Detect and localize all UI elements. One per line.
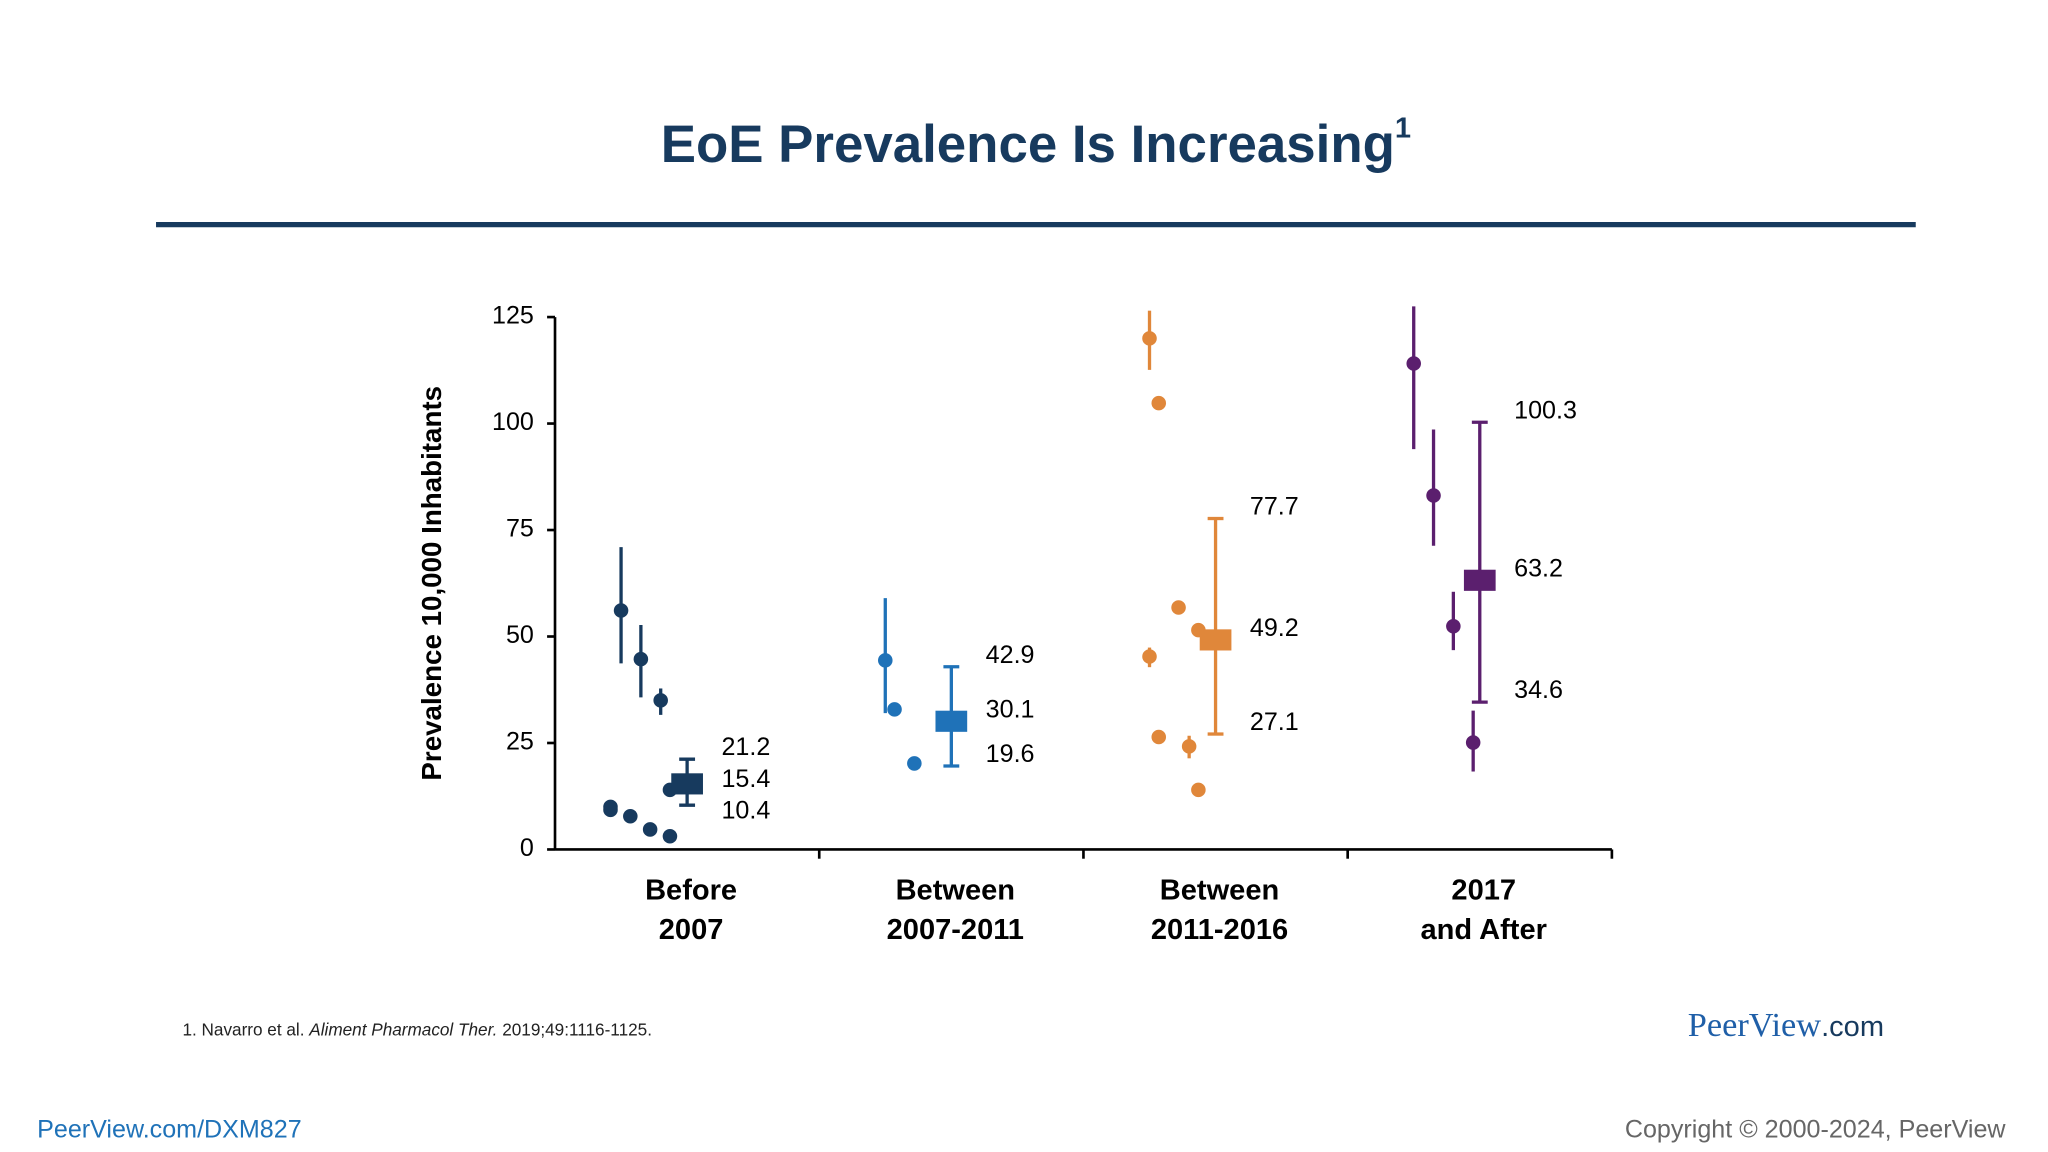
footnote-text: 1. Navarro et al. bbox=[182, 1019, 309, 1039]
chart: Prevalence 10,000 Inhabitants 0 25 50 75 100 1… bbox=[416, 302, 1614, 946]
study-point bbox=[878, 653, 893, 668]
x-tick-label: 2007-2011 bbox=[887, 914, 1024, 946]
data-label: 10.4 bbox=[721, 797, 770, 825]
data-label: 63.2 bbox=[1514, 554, 1563, 582]
data-label: 30.1 bbox=[986, 695, 1035, 723]
data-label: 27.1 bbox=[1250, 708, 1299, 736]
study-point bbox=[1171, 600, 1186, 615]
y-axis-label: Prevalence 10,000 Inhabitants bbox=[416, 386, 447, 781]
data-label: 100.3 bbox=[1514, 396, 1577, 424]
study-point bbox=[907, 756, 922, 771]
copyright: Copyright © 2000-2024, PeerView bbox=[1625, 1115, 2007, 1143]
y-tick-label: 0 bbox=[520, 834, 534, 862]
study-point bbox=[887, 702, 902, 717]
title-ref: 1 bbox=[1395, 112, 1411, 144]
footer-link[interactable]: PeerView.com/DXM827 bbox=[37, 1115, 302, 1143]
footnote-text: 2019;49:1116-1125. bbox=[497, 1019, 652, 1039]
x-tick-label: Between bbox=[1160, 874, 1279, 906]
study-point bbox=[603, 802, 618, 818]
study-point bbox=[1181, 739, 1197, 754]
x-tick-label: 2017 bbox=[1451, 874, 1516, 906]
logo: PeerView.com bbox=[1688, 1006, 1884, 1044]
pooled-estimate bbox=[1199, 629, 1232, 651]
pooled-estimate bbox=[671, 773, 703, 795]
x-tick-label: Before bbox=[645, 874, 737, 906]
footnote: 1. Navarro et al. Aliment Pharmacol Ther… bbox=[182, 1019, 652, 1039]
study-point bbox=[653, 693, 668, 708]
study-point bbox=[1142, 331, 1157, 346]
pooled-estimate bbox=[1463, 569, 1496, 591]
data-label: 19.6 bbox=[986, 740, 1035, 768]
study-point bbox=[1426, 488, 1441, 503]
logo-domain: .com bbox=[1821, 1010, 1884, 1042]
slide-title: EoE Prevalence Is Increasing1 bbox=[661, 112, 1411, 174]
y-tick-label: 75 bbox=[506, 515, 534, 543]
y-tick-label: 25 bbox=[506, 728, 534, 756]
x-tick-label: and After bbox=[1421, 914, 1547, 946]
study-point bbox=[1151, 395, 1167, 411]
study-point bbox=[1191, 782, 1206, 798]
logo-name: PeerView bbox=[1688, 1006, 1821, 1044]
study-point bbox=[1446, 619, 1461, 634]
study-point bbox=[1465, 735, 1481, 750]
x-tick-label: 2007 bbox=[659, 914, 724, 946]
study-point bbox=[662, 828, 678, 844]
title-text: EoE Prevalence Is Increasing bbox=[661, 115, 1395, 174]
study-point bbox=[633, 651, 649, 667]
data-label: 42.9 bbox=[986, 641, 1035, 669]
y-tick-label: 125 bbox=[492, 302, 534, 330]
footnote-journal: Aliment Pharmacol Ther. bbox=[308, 1019, 497, 1039]
x-tick-label: 2011-2016 bbox=[1151, 914, 1288, 946]
study-point bbox=[642, 822, 658, 837]
data-label: 15.4 bbox=[721, 765, 770, 793]
data-label: 77.7 bbox=[1250, 493, 1299, 521]
data-label: 21.2 bbox=[721, 733, 770, 761]
pooled-estimate bbox=[935, 710, 968, 732]
data-label: 34.6 bbox=[1514, 676, 1563, 704]
y-tick-label: 50 bbox=[506, 621, 534, 649]
study-point bbox=[613, 603, 629, 618]
data-label: 49.2 bbox=[1250, 614, 1299, 642]
study-point bbox=[623, 808, 638, 824]
x-tick-label: Between bbox=[896, 874, 1015, 906]
study-point bbox=[1151, 729, 1167, 745]
y-tick-label: 100 bbox=[492, 408, 534, 436]
study-point bbox=[1142, 649, 1157, 664]
study-point bbox=[1406, 356, 1421, 371]
